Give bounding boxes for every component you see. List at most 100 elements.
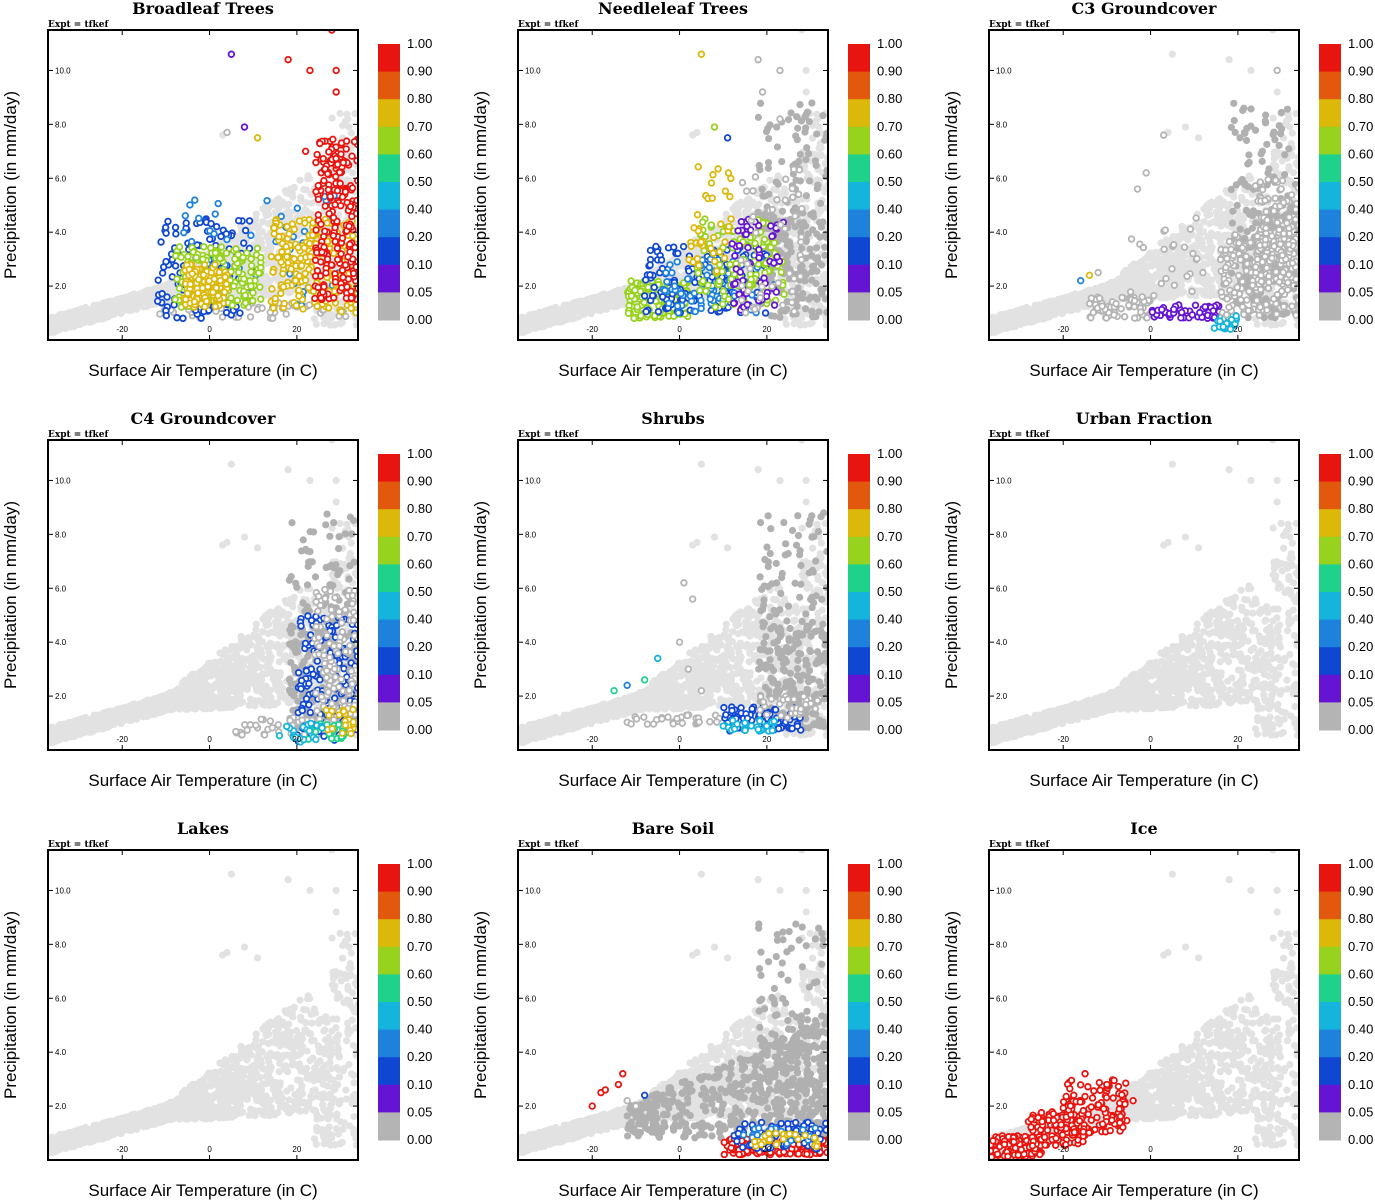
- data-point: [184, 252, 192, 261]
- data-point: [711, 257, 719, 266]
- data-point: [311, 294, 319, 303]
- data-point: [230, 282, 238, 290]
- data-point: [767, 243, 775, 252]
- data-point: [751, 239, 759, 248]
- data-point: [317, 294, 325, 302]
- data-point: [311, 256, 320, 264]
- data-point: [223, 128, 231, 137]
- data-point: [756, 294, 764, 302]
- data-point: [325, 304, 333, 312]
- data-point: [318, 248, 326, 256]
- background-point: [802, 88, 810, 96]
- data-point: [325, 148, 333, 156]
- data-point: [687, 242, 695, 250]
- data-point: [333, 160, 342, 169]
- data-point: [773, 253, 781, 261]
- background-point: [147, 297, 156, 305]
- data-point: [352, 263, 358, 271]
- colorbar-swatch: [378, 44, 400, 73]
- colorbar-swatch: [848, 182, 870, 211]
- data-point: [212, 284, 221, 292]
- background-point: [560, 317, 568, 325]
- data-point: [348, 184, 357, 192]
- colorbar-label: 0.50: [877, 174, 902, 189]
- data-point: [332, 154, 340, 163]
- data-point: [200, 261, 209, 269]
- data-point: [323, 170, 332, 178]
- background-point: [534, 319, 542, 327]
- background-point: [263, 232, 271, 240]
- data-point: [329, 231, 338, 240]
- data-point: [348, 212, 356, 221]
- data-point: [161, 223, 170, 232]
- data-point: [210, 230, 218, 238]
- data-point: [744, 243, 752, 252]
- zero-point: [779, 235, 787, 243]
- data-point: [162, 311, 171, 320]
- data-point: [253, 244, 262, 253]
- background-point: [822, 321, 828, 329]
- zero-point: [773, 143, 782, 151]
- data-point: [337, 150, 345, 158]
- data-point: [173, 314, 181, 322]
- data-point: [776, 221, 785, 229]
- data-point: [697, 296, 705, 305]
- data-point: [218, 313, 227, 321]
- data-point: [774, 279, 782, 287]
- background-point: [352, 321, 358, 329]
- data-point: [741, 309, 750, 317]
- colorbar-label: 0.05: [877, 284, 902, 299]
- colorbar-swatch: [378, 71, 400, 100]
- data-point: [752, 229, 760, 237]
- data-point: [627, 277, 635, 285]
- data-point: [343, 283, 351, 291]
- data-point: [284, 55, 292, 64]
- data-point: [772, 288, 781, 296]
- data-point: [723, 134, 732, 142]
- zero-point: [784, 116, 793, 124]
- background-point: [87, 306, 95, 314]
- data-point: [269, 268, 277, 276]
- data-point: [679, 242, 688, 251]
- zero-point: [808, 252, 816, 260]
- data-point: [314, 283, 322, 292]
- data-point: [727, 215, 735, 223]
- data-point: [631, 286, 639, 294]
- data-point: [791, 212, 799, 220]
- background-point: [120, 303, 128, 311]
- background-point: [305, 209, 313, 217]
- background-point: [815, 123, 823, 131]
- data-point: [341, 261, 350, 269]
- colorbar-swatch: [848, 126, 870, 155]
- data-point: [728, 240, 736, 248]
- data-point: [341, 312, 350, 321]
- background-point: [48, 328, 55, 336]
- data-point: [206, 235, 214, 243]
- data-point: [312, 226, 320, 234]
- zero-point: [805, 177, 814, 185]
- data-point: [268, 285, 276, 293]
- background-point: [793, 198, 801, 206]
- data-point: [796, 272, 805, 281]
- background-point: [113, 299, 121, 307]
- data-point: [236, 309, 244, 317]
- data-point: [329, 213, 338, 222]
- background-point: [286, 185, 294, 193]
- data-point: [696, 286, 704, 295]
- data-point: [154, 276, 162, 284]
- zero-point: [796, 150, 804, 159]
- colorbar-label: 0.40: [877, 202, 902, 217]
- zero-point: [765, 190, 773, 198]
- zero-point: [808, 99, 816, 107]
- data-point: [725, 222, 733, 231]
- zero-point: [817, 223, 825, 231]
- background-point: [108, 311, 116, 319]
- background-point: [266, 246, 274, 254]
- data-point: [630, 314, 638, 323]
- data-point: [758, 88, 767, 96]
- zero-point: [796, 219, 804, 227]
- colorbar-swatch: [848, 99, 870, 128]
- data-point: [749, 213, 757, 221]
- data-point: [301, 269, 309, 278]
